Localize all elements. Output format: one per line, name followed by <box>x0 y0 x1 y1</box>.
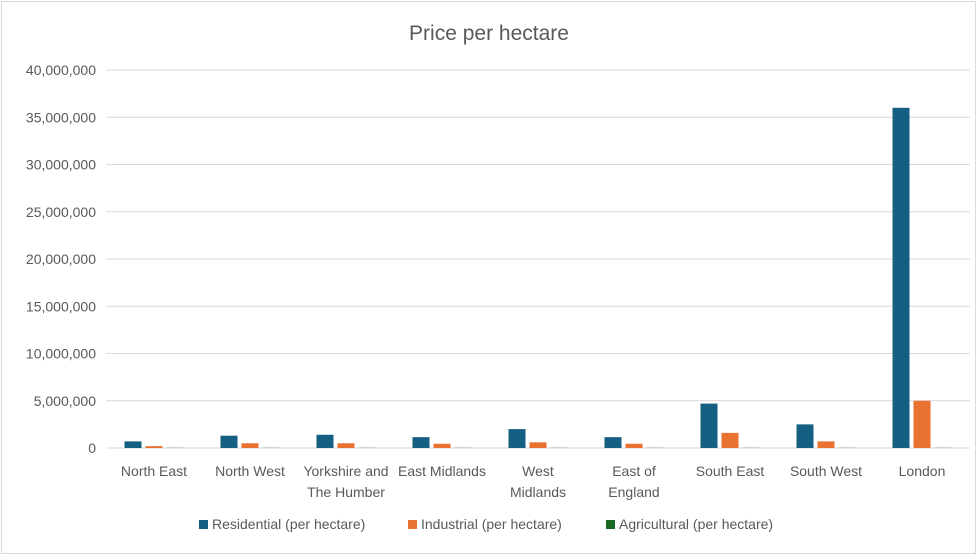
bar-industrial <box>818 441 835 448</box>
legend-swatch <box>606 520 615 529</box>
legend-swatch <box>408 520 417 529</box>
x-tick-label: East of <box>612 463 656 479</box>
legend-label: Residential (per hectare) <box>212 516 365 532</box>
bar-industrial <box>242 443 259 448</box>
bar-residential <box>797 424 814 448</box>
x-tick-label: North West <box>215 463 285 479</box>
y-tick-label: 40,000,000 <box>26 62 96 78</box>
y-tick-label: 0 <box>88 440 96 456</box>
chart-title: Price per hectare <box>409 22 569 45</box>
bar-industrial <box>914 401 931 448</box>
y-tick-label: 15,000,000 <box>26 298 96 314</box>
y-axis: 0 5,000,000 10,000,000 15,000,000 20,000,000… <box>26 62 96 456</box>
bar-industrial <box>338 443 355 448</box>
y-tick-label: 35,000,000 <box>26 109 96 125</box>
bar-residential <box>509 429 526 448</box>
legend-label: Industrial (per hectare) <box>421 516 562 532</box>
bar-industrial <box>626 444 643 448</box>
y-tick-label: 30,000,000 <box>26 157 96 173</box>
bar-residential <box>221 436 238 448</box>
x-tick-label: The Humber <box>307 484 385 500</box>
x-tick-label: West <box>522 463 554 479</box>
x-tick-label: East Midlands <box>398 463 486 479</box>
y-tick-label: 25,000,000 <box>26 204 96 220</box>
bars <box>125 108 952 448</box>
x-tick-label: Yorkshire and <box>303 463 388 479</box>
legend-swatch <box>199 520 208 529</box>
gridlines <box>106 70 970 448</box>
bar-residential <box>893 108 910 448</box>
bar-residential <box>701 404 718 448</box>
y-tick-label: 10,000,000 <box>26 346 96 362</box>
bar-residential <box>125 441 142 448</box>
bar-industrial <box>146 446 163 448</box>
bar-industrial <box>434 444 451 448</box>
bar-industrial <box>722 433 739 448</box>
x-tick-label: England <box>608 484 659 500</box>
x-axis: North East North West Yorkshire and The Hum… <box>121 463 945 500</box>
legend: Residential (per hectare) Industrial (per… <box>199 516 773 532</box>
x-tick-label: North East <box>121 463 187 479</box>
y-tick-label: 20,000,000 <box>26 251 96 267</box>
y-tick-label: 5,000,000 <box>34 393 96 409</box>
legend-label: Agricultural (per hectare) <box>619 516 773 532</box>
bar-residential <box>317 435 334 448</box>
x-tick-label: South West <box>790 463 862 479</box>
x-tick-label: London <box>899 463 946 479</box>
x-tick-label: Midlands <box>510 484 566 500</box>
bar-industrial <box>530 442 547 448</box>
x-tick-label: South East <box>696 463 765 479</box>
bar-residential <box>605 437 622 448</box>
bar-residential <box>413 437 430 448</box>
